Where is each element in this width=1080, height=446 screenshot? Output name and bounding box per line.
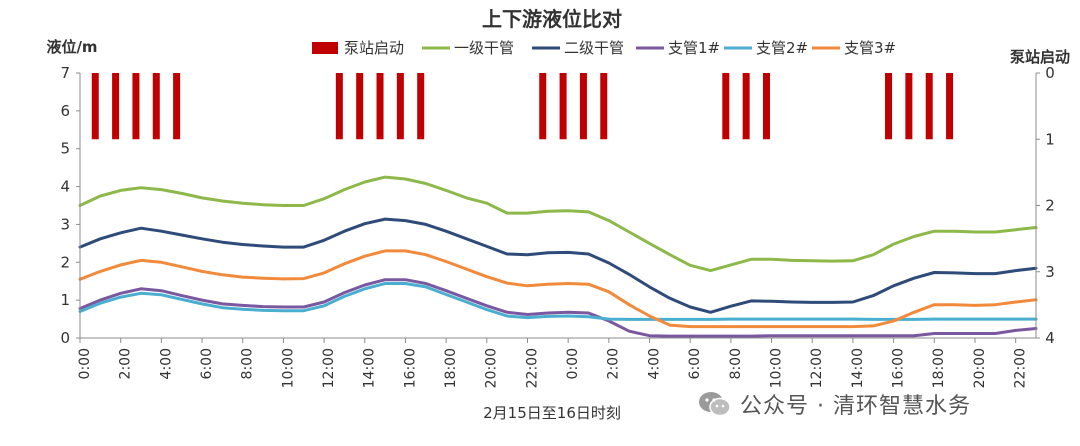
y-tick-label: 0 (60, 329, 70, 347)
pump-bar (559, 73, 567, 140)
pump-bar (132, 73, 140, 140)
x-tick-label: 16:00 (891, 348, 907, 388)
x-tick-label: 6:00 (687, 348, 703, 379)
y-tick-label: 4 (60, 178, 70, 196)
x-tick-label: 0:00 (565, 348, 581, 379)
pump-bar (152, 73, 160, 140)
x-tick-label: 14:00 (850, 348, 866, 388)
pump-bar (579, 73, 587, 140)
series-lines (78, 175, 1038, 338)
pump-bar (722, 73, 730, 140)
legend-label: 支管2# (756, 39, 808, 57)
pump-bar (946, 73, 954, 140)
pump-bar (742, 73, 750, 140)
y2-tick-label: 3 (1045, 263, 1055, 281)
legend: 泵站启动 一级干管 二级干管 支管1# 支管2# 支管3# (312, 39, 896, 57)
wechat-icon (699, 392, 731, 417)
pump-bar (539, 73, 547, 140)
x-axis-title: 2月15日至16日时刻 (483, 404, 621, 422)
x-tick-label: 22:00 (524, 348, 540, 388)
y2-tick-label: 1 (1045, 130, 1055, 148)
series-line (78, 278, 1038, 338)
pump-bar (91, 73, 99, 140)
watermark-text: 公众号 · 清环智慧水务 (740, 394, 971, 419)
series-line (78, 282, 1038, 321)
x-tick-label: 10:00 (768, 348, 784, 388)
chart-title: 上下游液位比对 (482, 7, 622, 31)
y2-tick-label: 4 (1045, 329, 1055, 347)
pump-bar (925, 73, 933, 140)
y-ticks: 0 1 2 3 4 5 6 7 (60, 64, 80, 347)
pump-bar (600, 73, 608, 140)
pump-bar (885, 73, 893, 140)
y2-axis-title: 泵站启动 (1010, 48, 1070, 66)
x-tick-label: 12:00 (321, 348, 337, 388)
pump-bar (376, 73, 384, 140)
x-tick-label: 14:00 (362, 348, 378, 388)
axes (79, 73, 1037, 339)
x-tick-label: 18:00 (443, 348, 459, 388)
series-line (78, 175, 1038, 273)
legend-label: 泵站启动 (344, 39, 404, 57)
y2-ticks: 0 1 2 3 4 (1036, 64, 1055, 347)
y-axis-title: 液位/m (46, 38, 97, 56)
x-tick-label: 2:00 (606, 348, 622, 379)
y-tick-label: 7 (60, 64, 70, 82)
y-tick-label: 2 (60, 253, 70, 271)
legend-label: 支管3# (844, 39, 896, 57)
x-tick-label: 12:00 (809, 348, 825, 388)
pump-bar (417, 73, 425, 140)
y-tick-label: 1 (60, 291, 70, 309)
x-tick-label: 16:00 (402, 348, 418, 388)
y2-tick-label: 0 (1045, 64, 1055, 82)
x-tick-label: 4:00 (646, 348, 662, 379)
pump-bars (91, 73, 954, 140)
pump-bar (762, 73, 770, 140)
y-tick-label: 6 (60, 102, 70, 120)
y-tick-label: 5 (60, 140, 70, 158)
x-tick-label: 20:00 (972, 348, 988, 388)
pump-bar (396, 73, 404, 140)
x-tick-label: 22:00 (1013, 348, 1029, 388)
series-line (78, 249, 1038, 329)
x-tick-label: 20:00 (484, 348, 500, 388)
legend-label: 二级干管 (564, 39, 624, 57)
legend-label: 支管1# (668, 39, 720, 57)
x-tick-label: 6:00 (199, 348, 215, 379)
y-tick-label: 3 (60, 215, 70, 233)
x-tick-label: 10:00 (280, 348, 296, 388)
y2-tick-label: 2 (1045, 197, 1055, 215)
x-tick-label: 2:00 (118, 348, 134, 379)
x-tick-label: 4:00 (158, 348, 174, 379)
pump-bar (335, 73, 343, 140)
pump-bar (112, 73, 120, 140)
pump-bar (356, 73, 364, 140)
legend-label: 一级干管 (454, 39, 514, 57)
legend-swatch (312, 42, 338, 54)
pump-bar (173, 73, 181, 140)
watermark: 公众号 · 清环智慧水务 (698, 388, 971, 420)
x-ticks: 0:00 2:00 4:00 6:00 8:00 10:00 12:00 14:00 16:00… (77, 338, 1029, 388)
x-tick-label: 8:00 (240, 348, 256, 379)
x-tick-label: 8:00 (728, 348, 744, 379)
x-tick-label: 18:00 (931, 348, 947, 388)
series-line (78, 217, 1038, 314)
pump-bar (905, 73, 913, 140)
x-tick-label: 0:00 (77, 348, 93, 379)
